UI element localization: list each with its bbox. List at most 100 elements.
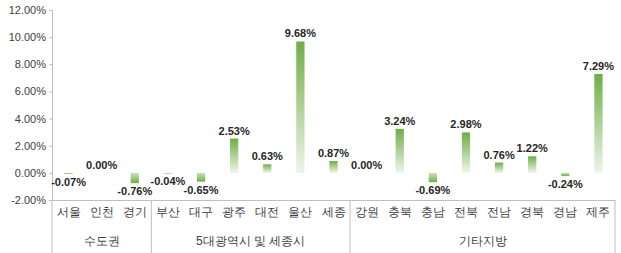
data-labels: -0.07%0.00%-0.76%-0.04%-0.65%2.53%0.63%9…: [51, 27, 614, 197]
x-tick-label: 부산: [156, 205, 180, 219]
y-tick-label: 10.00%: [9, 31, 47, 43]
bar: [362, 172, 370, 173]
bar: [396, 129, 404, 173]
x-tick-label: 대전: [255, 205, 279, 219]
data-label: 1.22%: [517, 142, 548, 154]
x-axis: 서울 인천 경기 부산 대구 광주 대전 울산 세종 강원 충북 충남 전북 전남 경북 경남 제주: [53, 201, 616, 220]
x-tick: 강원: [355, 205, 379, 219]
y-tick-label: 0.00%: [15, 167, 46, 179]
x-tick-label: 강원: [355, 205, 379, 219]
x-tick: 경남: [553, 205, 577, 219]
group-label: 5대광역시 및 세종시: [196, 234, 305, 248]
data-label: -0.07%: [51, 176, 86, 188]
data-label: 2.98%: [450, 118, 481, 130]
data-label: -0.76%: [117, 185, 152, 197]
group-separator: [52, 200, 53, 253]
x-tick: 경북: [520, 205, 544, 219]
group-separator: [615, 200, 616, 253]
chart: -2.00% 0.00% 2.00% 4.00% 6.00% 8.00% 10.00% 12.…: [0, 0, 621, 253]
y-tick-mark: [49, 91, 52, 92]
x-tick: 세종: [322, 205, 346, 219]
x-tick-label: 충북: [388, 205, 412, 219]
bar: [197, 173, 205, 182]
bar: [64, 172, 72, 174]
bar: [495, 163, 503, 173]
data-label: 7.29%: [583, 60, 614, 72]
group-separator: [350, 200, 351, 253]
y-tick-label: 2.00%: [15, 140, 46, 152]
x-tick: 경기: [123, 205, 147, 219]
bar: [131, 173, 139, 183]
y-tick-mark: [49, 173, 52, 174]
group-labels: 수도권 5대광역시 및 세종시 기타지방: [84, 234, 507, 248]
bar: [528, 156, 536, 173]
data-label: 0.76%: [483, 149, 514, 161]
y-axis-line: [49, 11, 53, 201]
x-tick-label: 경기: [123, 205, 147, 219]
data-label: 3.24%: [384, 115, 415, 127]
x-tick-label: 제주: [586, 205, 610, 219]
group-label: 기타지방: [459, 234, 507, 248]
y-tick-label: 4.00%: [15, 113, 46, 125]
x-tick-label: 서울: [57, 205, 81, 219]
x-tick-label: 경남: [553, 205, 577, 219]
data-label: 9.68%: [285, 27, 316, 39]
group-separator: [151, 200, 152, 253]
x-tick-label: 울산: [288, 205, 312, 219]
y-tick-mark: [49, 37, 52, 38]
x-tick-label: 인천: [90, 205, 114, 219]
bar: [329, 161, 337, 173]
data-label: 0.63%: [252, 150, 283, 162]
x-tick: 대구: [189, 205, 213, 219]
bar: [594, 74, 602, 173]
x-tick: 부산: [156, 205, 180, 219]
x-tick-label: 세종: [322, 205, 346, 219]
x-tick: 충남: [421, 205, 445, 219]
x-tick-label: 충남: [421, 205, 445, 219]
group-label: 수도권: [84, 234, 120, 248]
y-tick: 4.00%: [15, 113, 52, 125]
data-label: 0.00%: [351, 159, 382, 171]
y-tick: -2.00%: [11, 194, 52, 206]
bars: [64, 41, 602, 183]
y-tick: 10.00%: [9, 31, 52, 43]
x-axis-line: [53, 200, 616, 201]
y-tick-label: 12.00%: [9, 4, 47, 16]
bar: [429, 173, 437, 182]
x-tick-label: 광주: [222, 205, 246, 219]
y-tick-mark: [49, 10, 52, 11]
y-tick: 8.00%: [15, 58, 52, 70]
bar: [561, 173, 569, 176]
x-tick: 광주: [222, 205, 246, 219]
bar: [98, 172, 106, 173]
y-tick-mark: [49, 64, 52, 65]
y-tick-mark: [49, 119, 52, 120]
data-label: 0.00%: [86, 159, 117, 171]
data-label: 2.53%: [219, 125, 250, 137]
x-tick: 울산: [288, 205, 312, 219]
y-tick-mark: [49, 146, 52, 147]
y-tick: 6.00%: [15, 85, 52, 97]
x-tick-label: 전남: [487, 205, 511, 219]
data-label: -0.69%: [415, 184, 450, 196]
y-tick: 2.00%: [15, 140, 52, 152]
y-tick-label: 8.00%: [15, 58, 46, 70]
bar: [164, 172, 172, 174]
bar: [296, 41, 304, 172]
x-tick-label: 경북: [520, 205, 544, 219]
x-tick: 전북: [454, 205, 478, 219]
x-tick: 대전: [255, 205, 279, 219]
data-label: -0.65%: [184, 184, 219, 196]
y-tick: 0.00%: [15, 167, 52, 179]
x-tick: 충북: [388, 205, 412, 219]
bar: [230, 139, 238, 173]
y-tick-label: 6.00%: [15, 85, 46, 97]
data-label: -0.24%: [548, 178, 583, 190]
y-tick: 12.00%: [9, 4, 52, 16]
data-label: -0.04%: [150, 175, 185, 187]
y-tick-label: -2.00%: [11, 194, 46, 206]
bar: [263, 164, 271, 173]
bar: [462, 132, 470, 172]
group-separators: [52, 200, 615, 253]
x-tick: 전남: [487, 205, 511, 219]
